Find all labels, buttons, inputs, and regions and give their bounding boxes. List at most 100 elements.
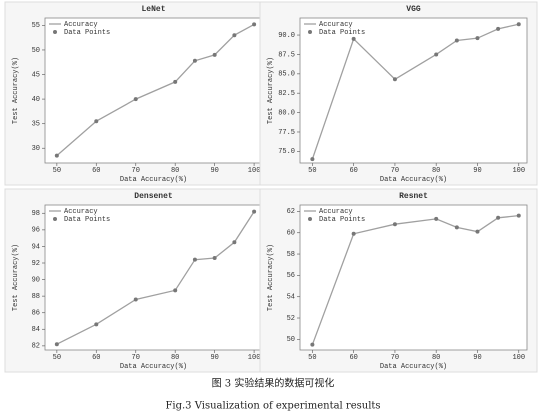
- x-tick-label: 100: [512, 167, 525, 175]
- data-point: [475, 36, 480, 41]
- accuracy-line: [56, 23, 255, 157]
- y-tick-label: 55: [32, 22, 40, 30]
- x-axis-label: Data Accuracy(%): [120, 176, 187, 184]
- y-tick-label: 86: [32, 310, 40, 318]
- x-tick-label: 90: [210, 354, 218, 362]
- data-point: [351, 231, 356, 236]
- y-tick-label: 60: [287, 230, 295, 238]
- y-tick-label: 80.0: [278, 109, 295, 117]
- data-point: [133, 297, 138, 302]
- y-tick-label: 54: [287, 294, 295, 302]
- x-tick-label: 90: [473, 354, 481, 362]
- x-tick-label: 50: [308, 167, 316, 175]
- legend-label: Accuracy: [319, 208, 353, 216]
- data-point: [133, 97, 138, 102]
- legend-label: Accuracy: [319, 21, 353, 29]
- data-point: [310, 157, 315, 162]
- chart-panel: Densenet Data Accuracy(%) Test Accuracy(%)…: [4, 188, 273, 373]
- chart-panel: VGG Data Accuracy(%) Test Accuracy(%) 50 60 7…: [259, 1, 538, 186]
- data-point: [392, 77, 397, 82]
- y-tick-label: 96: [32, 227, 40, 235]
- data-point: [516, 22, 521, 27]
- data-point: [496, 215, 501, 220]
- data-point: [94, 322, 99, 327]
- x-axis-label: Data Accuracy(%): [380, 363, 447, 371]
- data-point: [192, 58, 197, 63]
- data-point: [310, 342, 315, 347]
- x-tick-label: 90: [473, 167, 481, 175]
- y-tick-label: 90: [32, 276, 40, 284]
- x-tick-label: 50: [53, 354, 61, 362]
- plot-area: [44, 17, 263, 164]
- legend-label: Data Points: [64, 216, 110, 224]
- x-tick-label: 80: [432, 167, 440, 175]
- y-tick-label: 82.5: [278, 90, 295, 98]
- y-tick-label: 88: [32, 293, 40, 301]
- y-tick-label: 75.0: [278, 148, 295, 156]
- y-tick-label: 98: [32, 210, 40, 218]
- x-tick-label: 50: [308, 354, 316, 362]
- x-tick-label: 80: [171, 167, 179, 175]
- x-tick-label: 100: [248, 354, 261, 362]
- data-point: [454, 225, 459, 230]
- data-point: [454, 38, 459, 43]
- y-tick-label: 58: [287, 251, 295, 259]
- y-axis-label: Test Accuracy(%): [12, 244, 20, 311]
- chart-panel: Resnet Data Accuracy(%) Test Accuracy(%) 50…: [259, 188, 538, 373]
- legend-label: Accuracy: [64, 21, 98, 29]
- chart-title: VGG: [406, 5, 421, 14]
- data-point: [232, 33, 237, 38]
- x-tick-label: 70: [391, 354, 399, 362]
- legend-label: Data Points: [319, 29, 365, 37]
- y-axis-label: Test Accuracy(%): [12, 57, 20, 124]
- data-point: [54, 342, 59, 347]
- y-tick-label: 45: [32, 71, 40, 79]
- data-point: [173, 288, 178, 293]
- data-point: [212, 52, 217, 57]
- chart-title: Densenet: [134, 192, 173, 201]
- chart-title: LeNet: [141, 5, 165, 14]
- data-point: [252, 22, 257, 27]
- x-tick-label: 80: [432, 354, 440, 362]
- x-tick-label: 100: [248, 167, 261, 175]
- caption-cn: 图 3 实验结果的数据可视化: [212, 377, 335, 390]
- x-tick-label: 80: [171, 354, 179, 362]
- x-tick-label: 90: [210, 167, 218, 175]
- data-point: [232, 240, 237, 245]
- x-tick-label: 100: [512, 354, 525, 362]
- data-point: [392, 222, 397, 227]
- y-tick-label: 52: [287, 315, 295, 323]
- data-point: [351, 36, 356, 41]
- data-point: [94, 119, 99, 124]
- legend-label: Accuracy: [64, 208, 98, 216]
- x-tick-label: 60: [349, 354, 357, 362]
- accuracy-line: [311, 23, 519, 160]
- x-axis-label: Data Accuracy(%): [120, 363, 187, 371]
- legend-marker: [308, 217, 312, 221]
- plot-area: [299, 17, 528, 164]
- y-axis-label: Test Accuracy(%): [267, 57, 275, 124]
- data-point: [54, 153, 59, 158]
- y-tick-label: 50: [32, 47, 40, 55]
- x-tick-label: 60: [92, 167, 100, 175]
- chart-title: Resnet: [399, 192, 428, 201]
- x-axis-label: Data Accuracy(%): [380, 176, 447, 184]
- x-tick-label: 60: [349, 167, 357, 175]
- legend-label: Data Points: [64, 29, 110, 37]
- data-point: [496, 26, 501, 31]
- x-tick-label: 50: [53, 167, 61, 175]
- x-tick-label: 60: [92, 354, 100, 362]
- data-point: [434, 216, 439, 221]
- x-tick-label: 70: [132, 354, 140, 362]
- data-point: [516, 213, 521, 218]
- legend-marker: [308, 30, 312, 34]
- accuracy-line: [56, 211, 255, 345]
- y-tick-label: 82: [32, 343, 40, 351]
- y-tick-label: 56: [287, 272, 295, 280]
- y-tick-label: 35: [32, 121, 40, 129]
- y-tick-label: 77.5: [278, 129, 295, 137]
- data-point: [434, 52, 439, 57]
- y-axis-label: Test Accuracy(%): [267, 244, 275, 311]
- y-tick-label: 87.5: [278, 51, 295, 59]
